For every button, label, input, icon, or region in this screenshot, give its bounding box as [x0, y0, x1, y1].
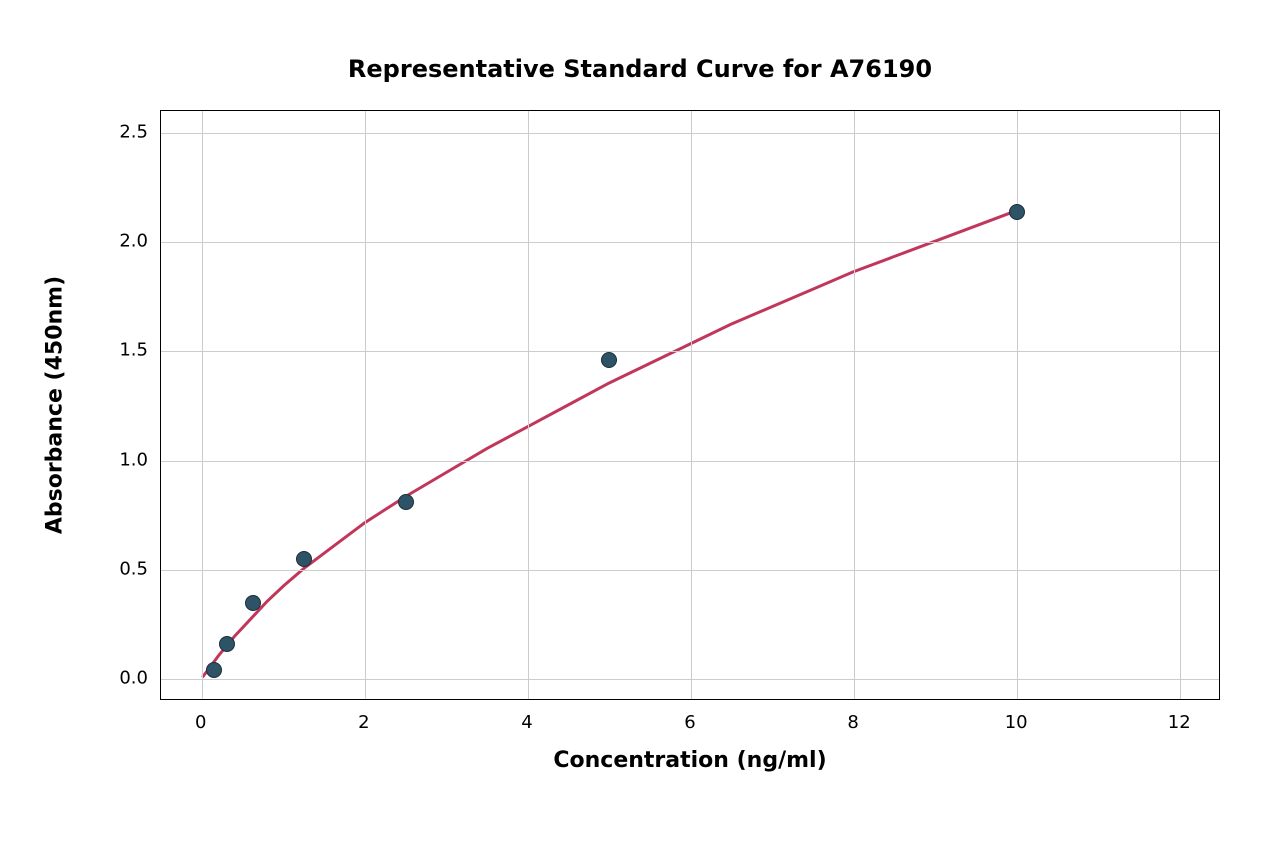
x-tick-label: 6	[684, 712, 695, 733]
x-tick-label: 8	[847, 712, 858, 733]
grid-line-horizontal	[161, 133, 1219, 134]
x-tick-label: 10	[1005, 712, 1028, 733]
curve-svg	[161, 111, 1219, 699]
data-point	[1009, 204, 1025, 220]
grid-line-vertical	[528, 111, 529, 699]
fitted-curve	[202, 211, 1015, 677]
x-axis-label: Concentration (ng/ml)	[553, 748, 826, 773]
grid-line-vertical	[691, 111, 692, 699]
data-point	[219, 636, 235, 652]
x-tick-label: 12	[1168, 712, 1191, 733]
data-point	[601, 352, 617, 368]
grid-line-vertical	[854, 111, 855, 699]
plot-area	[160, 110, 1220, 700]
y-tick-label: 1.0	[119, 449, 148, 470]
y-tick-label: 0.5	[119, 558, 148, 579]
x-tick-label: 0	[195, 712, 206, 733]
x-tick-label: 2	[358, 712, 369, 733]
y-tick-label: 0.0	[119, 668, 148, 689]
grid-line-vertical	[1017, 111, 1018, 699]
y-tick-label: 2.5	[119, 121, 148, 142]
grid-line-horizontal	[161, 351, 1219, 352]
grid-line-horizontal	[161, 570, 1219, 571]
data-point	[206, 662, 222, 678]
y-tick-label: 1.5	[119, 340, 148, 361]
data-point	[398, 494, 414, 510]
grid-line-horizontal	[161, 242, 1219, 243]
y-axis-label: Absorbance (450nm)	[43, 276, 68, 534]
grid-line-vertical	[202, 111, 203, 699]
x-tick-label: 4	[521, 712, 532, 733]
data-point	[245, 595, 261, 611]
y-tick-label: 2.0	[119, 231, 148, 252]
grid-line-horizontal	[161, 461, 1219, 462]
grid-line-vertical	[1180, 111, 1181, 699]
data-point	[296, 551, 312, 567]
grid-line-horizontal	[161, 679, 1219, 680]
chart-container: Representative Standard Curve for A76190…	[0, 0, 1280, 845]
chart-title: Representative Standard Curve for A76190	[0, 55, 1280, 83]
grid-line-vertical	[365, 111, 366, 699]
